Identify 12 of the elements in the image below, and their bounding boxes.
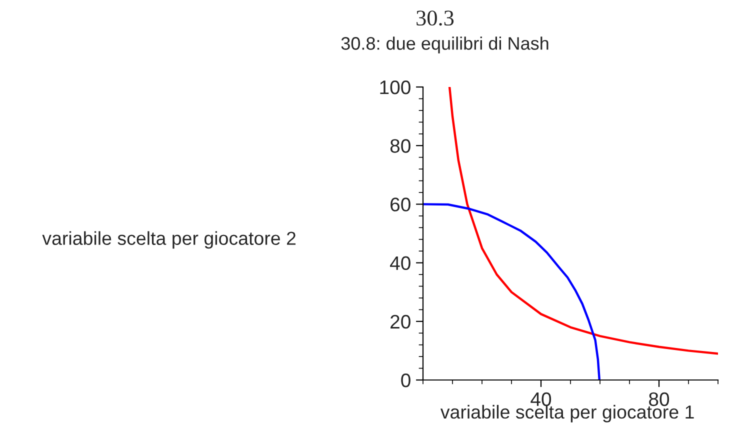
chart-subtitle: 30.8: due equilibri di Nash — [341, 36, 548, 54]
y-tick-label: 60 — [390, 198, 410, 212]
x-axis-title: variabile scelta per giocatore 1 — [440, 404, 694, 422]
y-tick-label: 100 — [380, 80, 410, 94]
y-axis-title: variabile scelta per giocatore 2 — [42, 231, 296, 249]
y-tick-label: 20 — [390, 314, 410, 329]
line-series — [448, 87, 718, 355]
y-tick-label: 0 — [401, 373, 410, 388]
chart-title: 30.3 — [416, 10, 454, 26]
line-series — [423, 203, 601, 380]
y-tick-label: 80 — [390, 139, 410, 153]
y-tick-label: 40 — [390, 256, 410, 270]
